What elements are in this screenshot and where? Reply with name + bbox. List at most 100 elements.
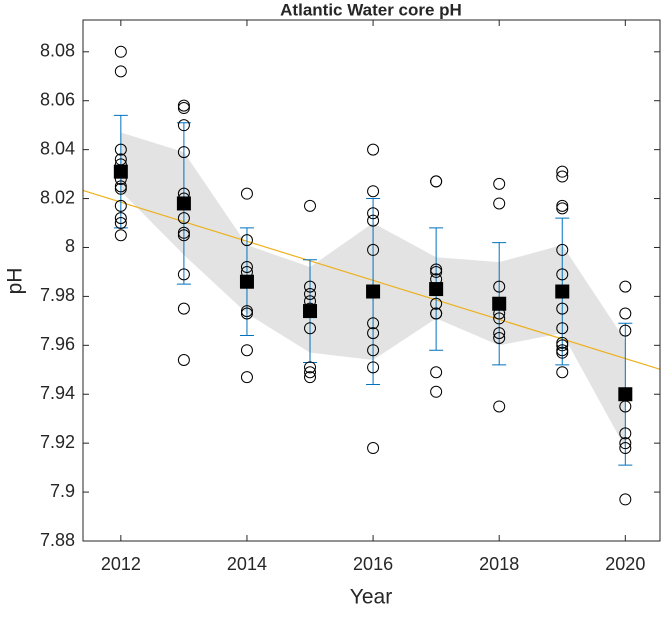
sample-point (177, 302, 190, 315)
sample-point (240, 234, 253, 247)
sample-point (240, 344, 253, 357)
sample-point (367, 327, 380, 340)
sample-point (556, 366, 569, 379)
y-tick-label: 8.08 (40, 41, 75, 61)
mean-marker (492, 296, 507, 311)
sample-point (493, 331, 506, 344)
sample-point (493, 280, 506, 293)
sample-point (556, 202, 569, 215)
sample-point (493, 400, 506, 413)
sample-point (367, 207, 380, 220)
sample-point (367, 243, 380, 256)
mean-marker (113, 164, 128, 179)
sample-point (304, 366, 317, 379)
sample-point (430, 297, 443, 310)
sample-point (304, 280, 317, 293)
sample-point (114, 65, 127, 78)
sample-point (177, 99, 190, 112)
sample-point (304, 371, 317, 384)
sample-point (177, 119, 190, 132)
axes-box (82, 19, 661, 542)
sample-point (556, 302, 569, 315)
sample-point (619, 493, 632, 506)
sample-point (430, 385, 443, 398)
sample-point (114, 212, 127, 225)
sample-point (177, 146, 190, 159)
sample-point (556, 339, 569, 352)
sample-point (493, 312, 506, 325)
sample-point (304, 199, 317, 212)
sample-point (556, 322, 569, 335)
chart-title: Atlantic Water core pH (280, 0, 462, 19)
y-tick-label: 7.96 (40, 334, 75, 354)
y-axis-label: pH (4, 268, 27, 295)
sample-point (114, 229, 127, 242)
sample-point (304, 287, 317, 300)
x-tick-label: 2018 (479, 554, 519, 574)
sample-point (430, 175, 443, 188)
y-tick-label: 7.88 (40, 530, 75, 550)
mean-marker (555, 284, 570, 299)
y-tick-label: 8.02 (40, 187, 75, 207)
x-tick-label: 2014 (227, 554, 267, 574)
sample-point (619, 442, 632, 455)
sample-point (493, 197, 506, 210)
sample-point (177, 353, 190, 366)
sample-point (304, 322, 317, 335)
mean-marker (239, 274, 254, 289)
sample-point (114, 45, 127, 58)
y-tick-label: 7.98 (40, 285, 75, 305)
sample-point (177, 226, 190, 239)
mean-marker (429, 282, 444, 297)
sample-point (619, 280, 632, 293)
sample-point (556, 336, 569, 349)
mean-marker (303, 304, 318, 319)
y-tick-label: 7.94 (40, 383, 75, 403)
y-tick-label: 8 (65, 236, 75, 256)
sample-point (114, 217, 127, 230)
y-tick-label: 7.9 (50, 481, 75, 501)
sample-point (240, 305, 253, 318)
sample-point (114, 180, 127, 193)
sample-point (430, 307, 443, 320)
sample-point (556, 243, 569, 256)
sample-point (367, 143, 380, 156)
sample-point (114, 199, 127, 212)
sample-point (367, 214, 380, 227)
x-axis-label: Year (350, 586, 392, 609)
sample-point (493, 327, 506, 340)
sample-point (367, 344, 380, 357)
sample-point (177, 229, 190, 242)
sample-point (240, 307, 253, 320)
sample-point (177, 102, 190, 115)
sample-point (177, 268, 190, 281)
sample-point (619, 437, 632, 450)
sample-point (556, 165, 569, 178)
sample-point (240, 261, 253, 274)
sample-point (430, 265, 443, 278)
x-tick-label: 2020 (605, 554, 645, 574)
sample-point (430, 366, 443, 379)
sample-point (493, 177, 506, 190)
sample-point (114, 182, 127, 195)
x-tick-label: 2016 (353, 554, 393, 574)
sample-point (556, 346, 569, 359)
mean-marker (366, 284, 381, 299)
sample-point (177, 212, 190, 225)
sample-point (240, 187, 253, 200)
mean-marker (176, 196, 191, 211)
sample-point (367, 442, 380, 455)
sample-point (114, 143, 127, 156)
sample-point (367, 317, 380, 330)
sample-point (556, 268, 569, 281)
mean-marker (618, 387, 633, 402)
sample-point (619, 324, 632, 337)
sample-point (619, 427, 632, 440)
y-tick-label: 7.92 (40, 432, 75, 452)
y-tick-label: 8.06 (40, 89, 75, 109)
sample-point (430, 263, 443, 276)
sample-point (367, 185, 380, 198)
sample-point (367, 361, 380, 374)
